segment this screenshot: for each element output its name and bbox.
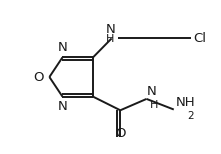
Text: Cl: Cl — [193, 32, 206, 45]
Text: N: N — [58, 100, 67, 113]
Text: O: O — [115, 127, 126, 140]
Text: N: N — [106, 23, 115, 36]
Text: H: H — [150, 100, 158, 110]
Text: NH: NH — [176, 96, 196, 109]
Text: 2: 2 — [187, 111, 194, 121]
Text: H: H — [106, 34, 115, 45]
Text: O: O — [33, 71, 44, 83]
Text: N: N — [58, 41, 67, 54]
Text: N: N — [147, 85, 157, 98]
